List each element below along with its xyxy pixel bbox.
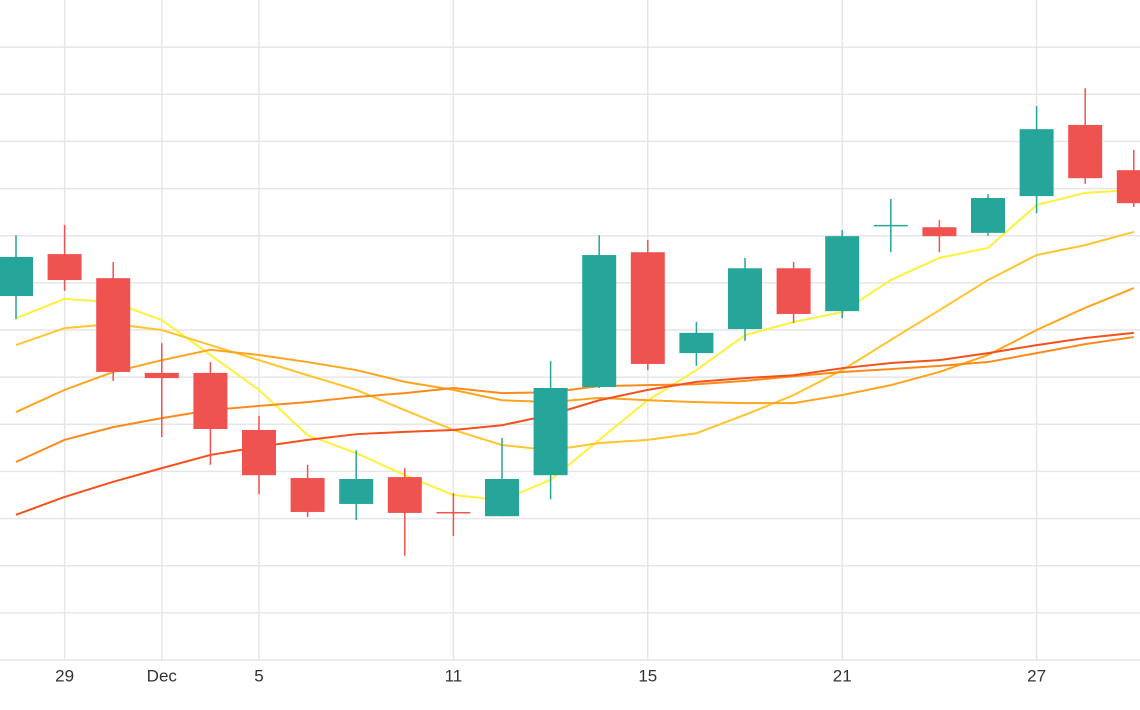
x-tick-label: 11 bbox=[445, 666, 463, 685]
candle-body bbox=[290, 478, 325, 512]
candle-body bbox=[776, 268, 811, 314]
x-tick-label: 15 bbox=[638, 666, 657, 685]
candle-body bbox=[582, 255, 617, 388]
candle-body bbox=[533, 387, 568, 476]
candle-body bbox=[922, 227, 957, 237]
candle-body bbox=[242, 429, 276, 476]
candle-body bbox=[630, 252, 665, 364]
x-tick-label: 27 bbox=[1027, 666, 1046, 685]
candle-body bbox=[485, 478, 519, 517]
candle-body bbox=[436, 511, 471, 514]
x-tick-label: 29 bbox=[55, 666, 74, 685]
candle-body bbox=[193, 372, 228, 429]
candle-body bbox=[387, 477, 422, 513]
candle-body bbox=[47, 254, 82, 281]
candle-body bbox=[0, 256, 33, 297]
candle-body bbox=[873, 224, 908, 227]
candle-body bbox=[679, 332, 714, 354]
candle-body bbox=[339, 478, 374, 504]
candle-body bbox=[728, 268, 762, 330]
x-tick-label: 21 bbox=[833, 666, 852, 685]
candle-body bbox=[1019, 129, 1054, 197]
moving-average-line bbox=[15, 230, 1135, 452]
candle-body bbox=[971, 198, 1005, 233]
candle-body bbox=[1116, 170, 1140, 204]
moving-average-line bbox=[15, 287, 1135, 413]
x-tick-label: 5 bbox=[254, 666, 263, 685]
moving-average-line bbox=[15, 188, 1134, 502]
candle-body bbox=[1068, 124, 1103, 179]
candle-body bbox=[825, 236, 860, 312]
candle-body bbox=[144, 372, 179, 379]
x-tick-label: Dec bbox=[147, 666, 178, 685]
candle-body bbox=[96, 278, 131, 372]
moving-average-line bbox=[15, 331, 1134, 516]
